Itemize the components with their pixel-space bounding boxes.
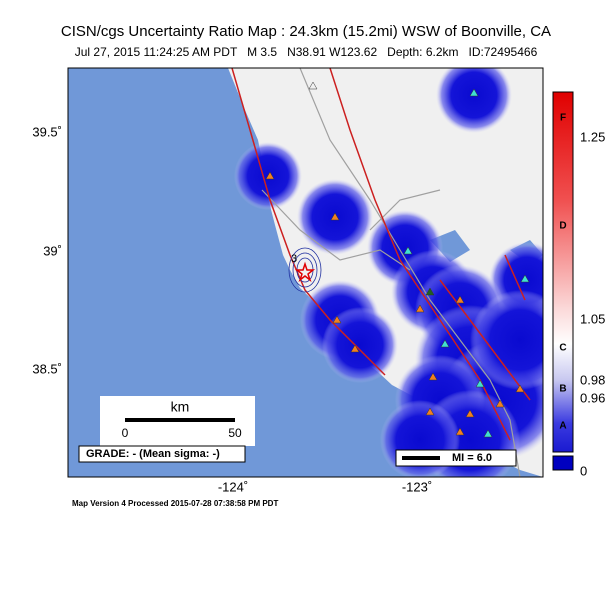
title: CISN/cgs Uncertainty Ratio Map : 24.3km …: [61, 23, 551, 40]
scale-bar: [125, 418, 235, 422]
mi-box: [395, 449, 517, 467]
uncertainty-blobs: [234, 68, 543, 477]
scale-end: 50: [228, 426, 242, 440]
colorbar-label: 1.05: [580, 311, 605, 326]
grade: GRADE: - (Mean sigma: -): [86, 448, 220, 460]
lat-label: 39˚: [43, 243, 62, 258]
mi-legend: MI = 6.0: [452, 452, 492, 464]
colorbar-label: 0.98: [580, 372, 605, 387]
grade-letter: F: [560, 113, 566, 124]
grade-letter: A: [559, 421, 566, 432]
stations: [265, 81, 530, 438]
contour-label: 3: [291, 253, 297, 265]
scale-unit: km: [171, 399, 190, 415]
lon-label: -123˚: [402, 479, 432, 494]
colorbar: [552, 91, 574, 453]
grade-letter: D: [559, 221, 566, 232]
grade-box: [78, 445, 246, 463]
lat-label: 38.5˚: [32, 361, 62, 376]
colorbar-zero: [552, 455, 574, 471]
colorbar-label: 1.25: [580, 129, 605, 144]
lat-label: 39.5˚: [32, 124, 62, 139]
mi-line: [402, 456, 440, 460]
footer: Map Version 4 Processed 2015-07-28 07:38…: [72, 499, 278, 508]
colorbar-label: 0.96: [580, 390, 605, 405]
subtitle: Jul 27, 2015 11:24:25 AM PDT M 3.5 N38.9…: [75, 45, 538, 59]
lon-label: -124˚: [218, 479, 248, 494]
epicenter: [294, 261, 316, 283]
grade-letter: B: [559, 384, 566, 395]
map-frame: [67, 67, 544, 478]
scale-start: 0: [122, 426, 129, 440]
map-area: 3: [68, 68, 543, 477]
colorbar-label: 0: [580, 463, 587, 478]
grade-letter: C: [559, 343, 566, 354]
